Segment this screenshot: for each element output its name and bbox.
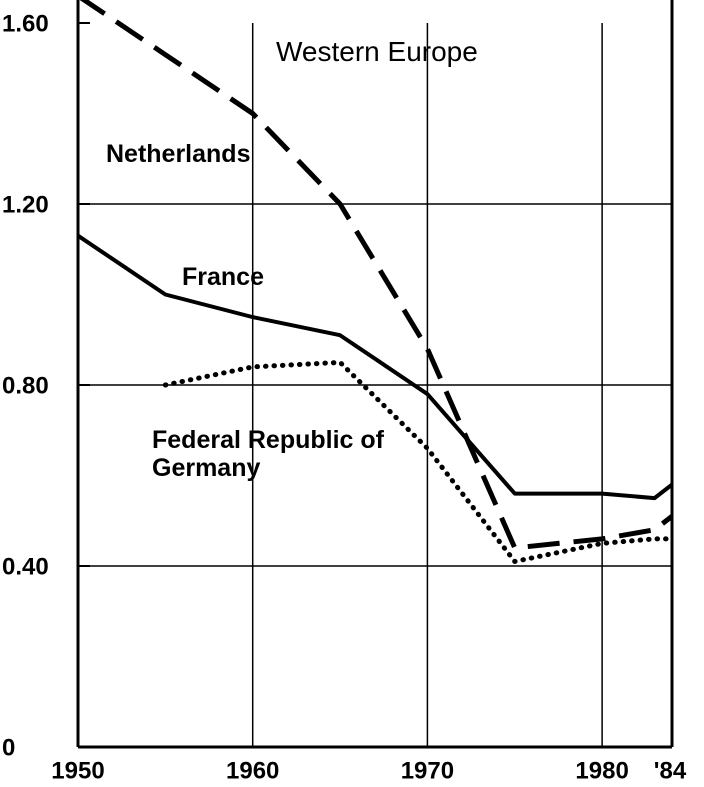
- y-tick-label: 1.20: [2, 191, 49, 218]
- plot-area: [78, 0, 672, 564]
- x-tick-label: 1950: [51, 757, 104, 784]
- y-tick-label: 0.40: [2, 553, 49, 580]
- series-label: France: [182, 263, 264, 291]
- y-tick-label: 1.60: [2, 10, 49, 37]
- x-tick-label: '84: [654, 757, 687, 784]
- x-tick-label: 1970: [401, 757, 454, 784]
- series-label: Netherlands: [106, 140, 251, 168]
- x-tick-label: 1980: [575, 757, 628, 784]
- y-tick-label: 0.80: [2, 372, 49, 399]
- series-line: [78, 234, 672, 501]
- series-label: Federal Republic of Germany: [152, 426, 384, 482]
- y-tick-label: 0: [2, 734, 15, 761]
- chart-title: Western Europe: [276, 36, 478, 67]
- series-line: [162, 359, 672, 564]
- x-tick-label: 1960: [226, 757, 279, 784]
- series-line: [79, 0, 672, 551]
